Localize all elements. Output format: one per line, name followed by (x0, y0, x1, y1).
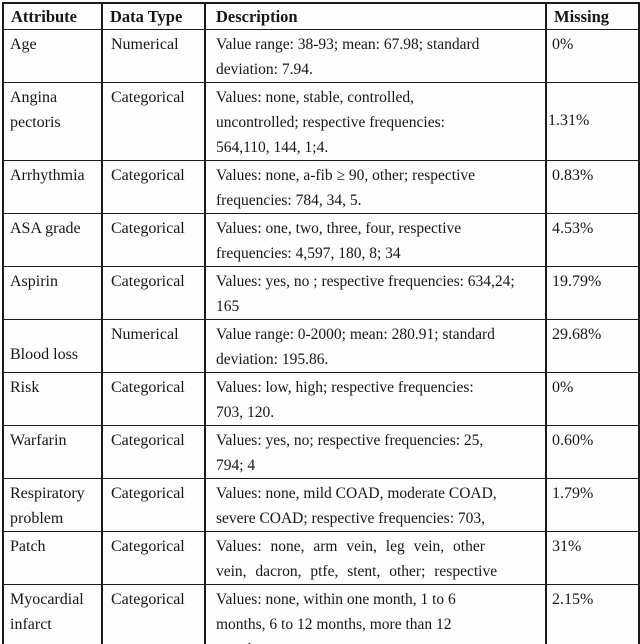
attribute-cell: Warfarin (2, 424, 103, 479)
description-cell: Values: none, stable, controlled, uncont… (204, 81, 547, 161)
attribute-cell: Risk (2, 371, 103, 426)
missing-cell: 4.53% (545, 212, 640, 267)
attribute-cell: Age (2, 28, 103, 83)
attribute-cell: ASA grade (2, 212, 103, 267)
header-row: Attribute Data Type Description Missing (2, 2, 640, 30)
attribute-cell: Arrhythmia (2, 159, 103, 214)
data-type-cell: Categorical (101, 424, 206, 479)
table-row-respiratory-problem: Respiratory problem Categorical Values: … (2, 477, 640, 532)
data-type-cell: Categorical (101, 81, 206, 161)
missing-cell: 0% (545, 371, 640, 426)
description-cell: Values: one, two, three, four, respectiv… (204, 212, 547, 267)
description-cell: Values: yes, no ; respective frequencies… (204, 265, 547, 320)
table-row-risk: Risk Categorical Values: low, high; resp… (2, 371, 640, 426)
table-row-arrhythmia: Arrhythmia Categorical Values: none, a-f… (2, 159, 640, 214)
description-cell: Values: low, high; respective frequencie… (204, 371, 547, 426)
missing-cell: 19.79% (545, 265, 640, 320)
table-row-patch: Patch Categorical Values: none, arm vein… (2, 530, 640, 585)
description-cell: Values: yes, no; respective frequencies:… (204, 424, 547, 479)
attribute-cell: Myocardial infarct (2, 583, 103, 644)
description-cell: Values: none, mild COAD, moderate COAD, … (204, 477, 547, 532)
attribute-cell: Patch (2, 530, 103, 585)
description-cell: Value range: 38-93; mean: 67.98; standar… (204, 28, 547, 83)
table-row-warfarin: Warfarin Categorical Values: yes, no; re… (2, 424, 640, 479)
table-row-myocardial-infarct: Myocardial infarct Categorical Values: n… (2, 583, 640, 644)
data-type-cell: Numerical (101, 28, 206, 83)
col-header-data-type: Data Type (101, 2, 206, 30)
table-row-angina-pectoris: Angina pectoris Categorical Values: none… (2, 81, 640, 161)
missing-cell: 29.68% (545, 318, 640, 373)
data-type-cell: Categorical (101, 265, 206, 320)
description-cell: Value range: 0-2000; mean: 280.91; stand… (204, 318, 547, 373)
table-row-aspirin: Aspirin Categorical Values: yes, no ; re… (2, 265, 640, 320)
data-type-cell: Categorical (101, 212, 206, 267)
col-header-attribute: Attribute (2, 2, 103, 30)
data-type-cell: Categorical (101, 477, 206, 532)
missing-cell: 0.83% (545, 159, 640, 214)
missing-cell: 31% (545, 530, 640, 585)
description-cell: Values: none, within one month, 1 to 6 m… (204, 583, 547, 644)
table-row-asa-grade: ASA grade Categorical Values: one, two, … (2, 212, 640, 267)
table-row-blood-loss: Blood loss Numerical Value range: 0-2000… (2, 318, 640, 373)
table-row-age: Age Numerical Value range: 38-93; mean: … (2, 28, 640, 83)
data-type-cell: Categorical (101, 159, 206, 214)
data-type-cell: Categorical (101, 583, 206, 644)
attribute-cell: Respiratory problem (2, 477, 103, 532)
data-type-cell: Categorical (101, 530, 206, 585)
attribute-cell: Blood loss (2, 318, 103, 373)
missing-cell: 0% (545, 28, 640, 83)
attribute-cell: Angina pectoris (2, 81, 103, 161)
missing-cell: 1.79% (545, 477, 640, 532)
missing-cell: 2.15% (545, 583, 640, 644)
col-header-missing: Missing (545, 2, 640, 30)
col-header-description: Description (204, 2, 547, 30)
description-cell: Values: none, arm vein, leg vein, other … (204, 530, 547, 585)
attribute-cell: Aspirin (2, 265, 103, 320)
data-type-cell: Numerical (101, 318, 206, 373)
missing-cell: 0.60% (545, 424, 640, 479)
description-cell: Values: none, a-fib ≥ 90, other; respect… (204, 159, 547, 214)
data-type-cell: Categorical (101, 371, 206, 426)
missing-cell: 1.31% (545, 81, 640, 161)
